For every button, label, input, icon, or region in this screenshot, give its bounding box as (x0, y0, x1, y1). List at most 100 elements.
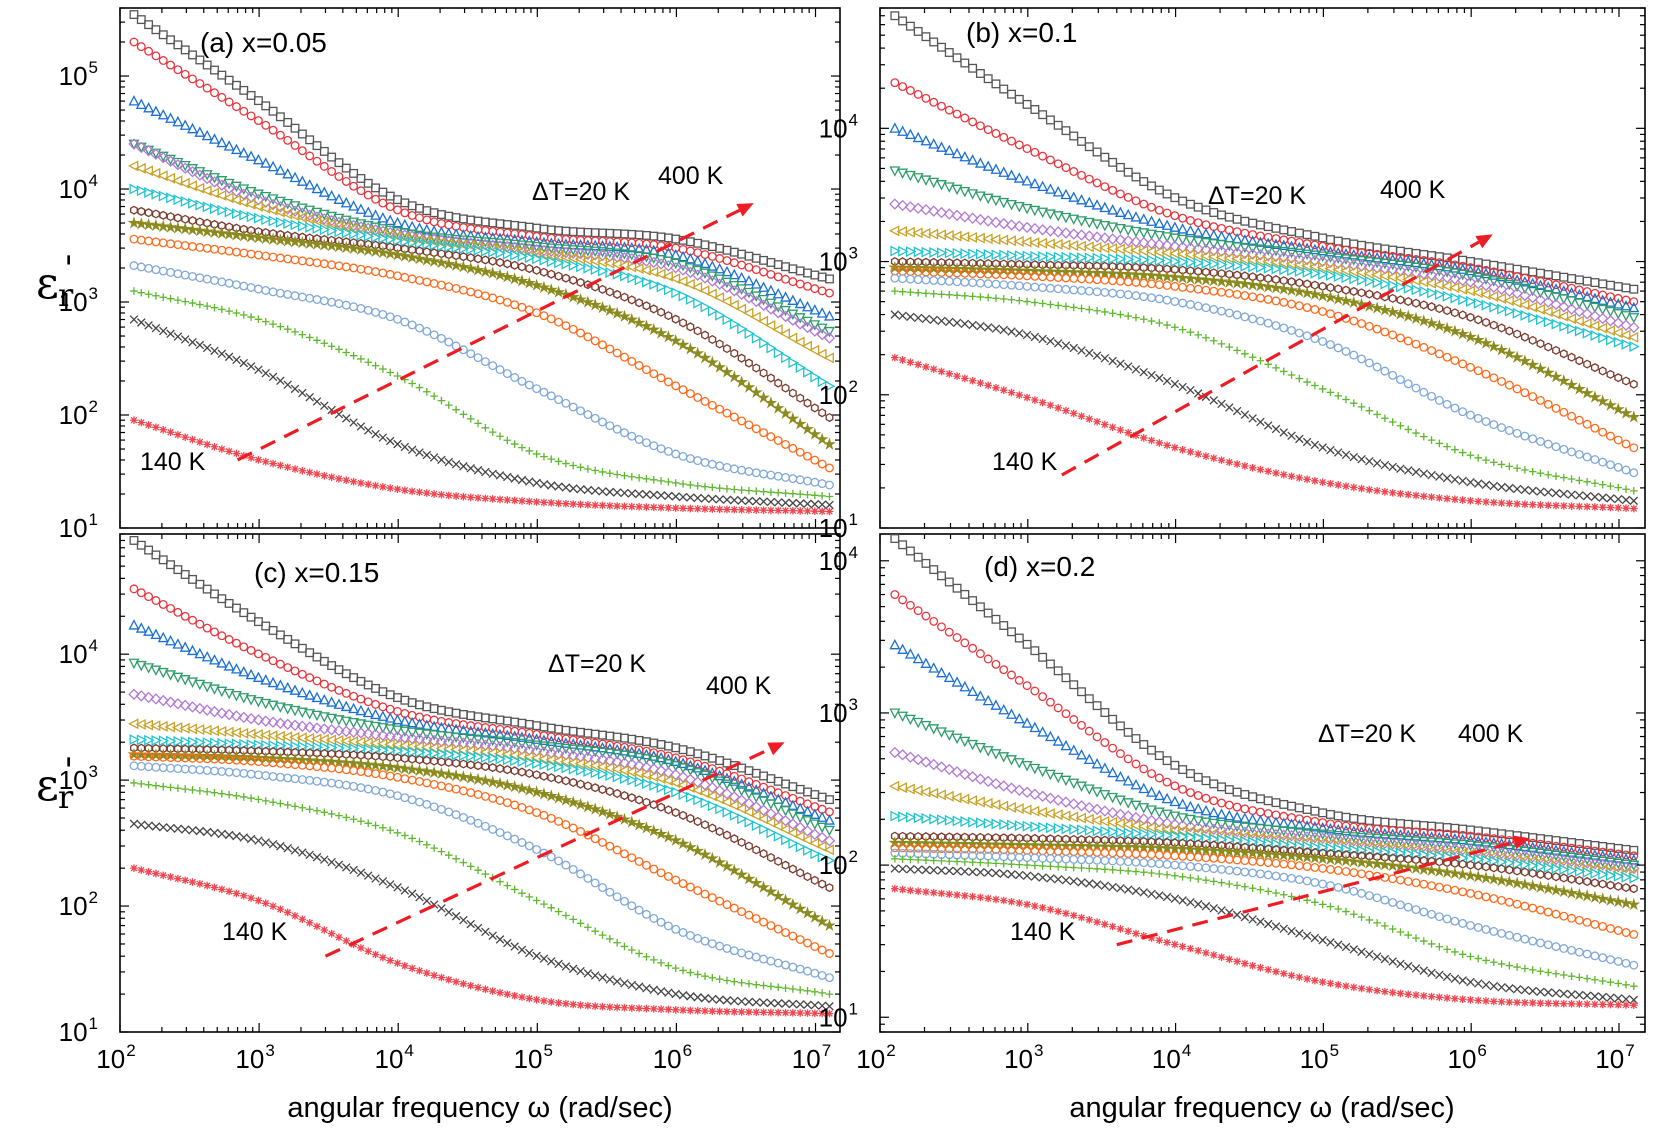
data-point (232, 309, 241, 317)
data-point (488, 218, 498, 228)
data-point (129, 37, 139, 47)
data-point (407, 445, 417, 455)
data-point (685, 237, 695, 247)
data-point (802, 816, 813, 827)
data-point (261, 457, 270, 466)
data-point (759, 998, 768, 1007)
data-point (1091, 199, 1103, 210)
data-point (774, 378, 783, 388)
data-point (1512, 428, 1522, 438)
data-point (823, 918, 836, 932)
data-point (327, 297, 337, 307)
data-point (1534, 303, 1545, 315)
data-point (225, 447, 233, 456)
data-point (721, 277, 733, 289)
data-point (283, 290, 293, 299)
data-point (773, 830, 785, 842)
data-point (1052, 186, 1064, 197)
data-point (634, 857, 644, 866)
data-point (825, 380, 836, 392)
data-point (1153, 217, 1165, 228)
data-point (1622, 504, 1630, 512)
data-point (818, 408, 827, 418)
data-point (435, 731, 447, 742)
data-point (217, 349, 227, 359)
data-point (128, 658, 140, 670)
data-point (1060, 227, 1072, 239)
data-point (1464, 285, 1475, 297)
data-point (713, 360, 727, 373)
data-point (393, 485, 402, 494)
data-point (1628, 301, 1640, 313)
data-point (1038, 283, 1048, 293)
data-point (517, 718, 527, 728)
data-point (1348, 249, 1360, 260)
data-point (173, 194, 184, 206)
data-point (452, 855, 460, 863)
data-point (561, 860, 571, 870)
data-point (349, 181, 359, 191)
data-point (370, 721, 382, 733)
data-point (224, 246, 234, 256)
data-point (554, 457, 563, 466)
data-point (392, 725, 403, 736)
data-point (312, 852, 322, 862)
data-point (1263, 294, 1273, 304)
data-point (1419, 285, 1430, 297)
data-point (744, 420, 754, 430)
data-point (1216, 240, 1228, 251)
data-point (217, 594, 227, 604)
data-point (1565, 378, 1579, 391)
data-point (1482, 317, 1490, 327)
data-point (1441, 271, 1453, 284)
data-point (1007, 136, 1016, 146)
data-point (429, 704, 439, 714)
data-point (1272, 364, 1280, 372)
data-point (1240, 260, 1251, 272)
data-point (1528, 486, 1537, 496)
data-point (1567, 274, 1577, 283)
data-point (166, 212, 175, 222)
data-point (1489, 498, 1498, 507)
data-point (385, 745, 397, 757)
arrow-head (767, 742, 785, 756)
series-220k (890, 266, 1639, 453)
data-point (209, 173, 220, 184)
data-point (171, 175, 183, 187)
data-point (898, 356, 907, 364)
data-point (144, 592, 154, 602)
data-point (1543, 488, 1553, 497)
data-point (707, 800, 719, 812)
data-point (393, 772, 402, 782)
data-point (810, 371, 821, 383)
data-point (751, 265, 761, 275)
data-point (1099, 232, 1111, 244)
data-point (335, 474, 343, 483)
data-point (317, 238, 331, 251)
data-point (1450, 308, 1459, 318)
data-point (415, 777, 424, 786)
data-point (920, 134, 932, 146)
data-point (737, 1008, 746, 1016)
data-point (488, 256, 497, 266)
data-point (400, 208, 410, 218)
data-point (774, 1008, 783, 1017)
data-point (1606, 334, 1617, 346)
y-tick-label: 101 (59, 1014, 98, 1047)
data-point (502, 798, 512, 808)
data-point (789, 985, 797, 993)
data-point (401, 962, 409, 970)
data-point (1069, 409, 1078, 418)
data-point (466, 919, 475, 929)
data-point (385, 690, 395, 700)
data-point (1246, 248, 1259, 260)
data-point (405, 250, 419, 264)
data-point (1567, 352, 1576, 362)
data-point (817, 1001, 827, 1010)
data-point (362, 206, 374, 217)
data-point (525, 497, 534, 506)
data-point (1045, 155, 1055, 165)
data-point (764, 319, 776, 331)
data-point (137, 418, 146, 427)
data-point (766, 269, 776, 279)
